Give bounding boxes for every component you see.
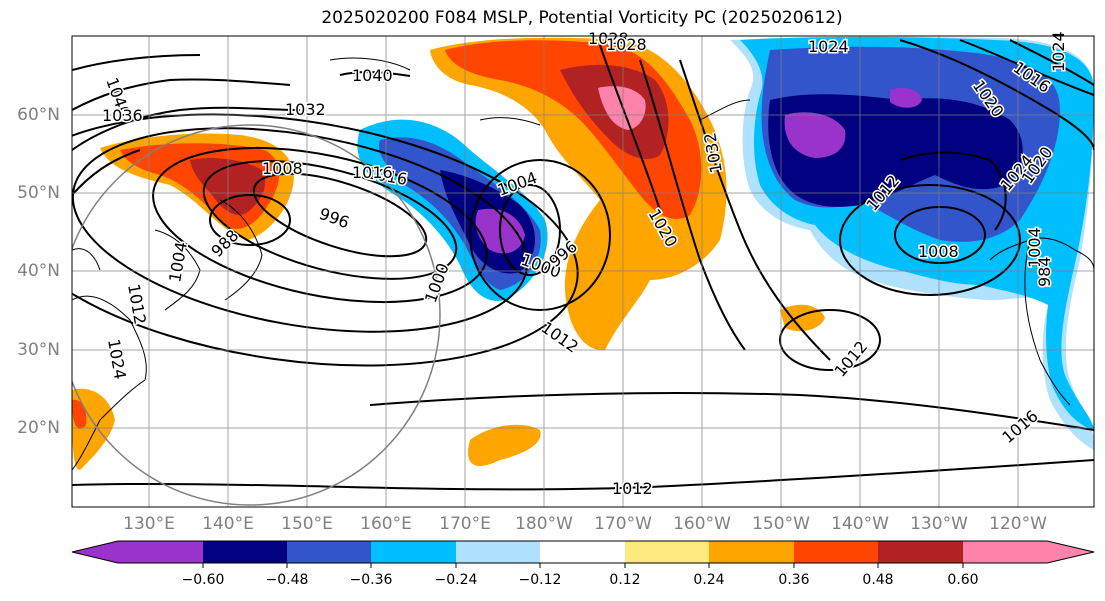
isobar-label: 984 bbox=[1035, 256, 1054, 287]
colorbar-tick-label: 0.24 bbox=[693, 572, 725, 588]
lon-label: 160°E bbox=[360, 514, 412, 534]
map-frame bbox=[71, 35, 1095, 508]
colorbar-bin bbox=[794, 541, 878, 563]
colorbar-bin bbox=[625, 541, 709, 563]
lon-label: 130°E bbox=[123, 514, 175, 534]
colorbar-tick-label: 0.48 bbox=[862, 572, 894, 588]
lon-label: 170°W bbox=[594, 514, 652, 534]
isobar-label: 1040 bbox=[352, 66, 393, 85]
colorbar-tick-label: 0.60 bbox=[947, 572, 979, 588]
colorbar-tick-label: −0.24 bbox=[434, 572, 478, 588]
colorbar-bin bbox=[287, 541, 371, 563]
colorbar-tick-label: 0.12 bbox=[609, 572, 641, 588]
colorbar-tick-label: −0.12 bbox=[518, 572, 562, 588]
lon-label: 120°W bbox=[989, 514, 1047, 534]
pv-shade-patch-south bbox=[468, 424, 541, 466]
lon-label: 150°W bbox=[752, 514, 810, 534]
isobar-label: 1024 bbox=[808, 37, 849, 56]
colorbar-tick-label: −0.36 bbox=[349, 572, 393, 588]
lon-label: 160°W bbox=[673, 514, 731, 534]
isobar-label: 1028 bbox=[606, 35, 647, 54]
pv-shade-ne-purple bbox=[784, 112, 846, 158]
isobar-label: 1008 bbox=[918, 242, 959, 261]
isobar-label: 1016 bbox=[365, 163, 408, 189]
graticule bbox=[72, 36, 1094, 507]
isobar-label: 1004 bbox=[1025, 227, 1044, 268]
range-circle bbox=[72, 124, 441, 506]
lat-label: 30°N bbox=[17, 340, 60, 360]
lat-label: 50°N bbox=[17, 183, 60, 203]
lon-label: 170°E bbox=[439, 514, 491, 534]
isobar-label: 1016 bbox=[352, 163, 393, 182]
colorbar-outline bbox=[71, 540, 1095, 564]
chart-title: 2025020200 F084 MSLP, Potential Vorticit… bbox=[321, 8, 843, 28]
lat-label: 60°N bbox=[17, 105, 60, 125]
colorbar-tick-label: 0.36 bbox=[778, 572, 810, 588]
colorbar-bin bbox=[878, 541, 963, 563]
isobar-label: 1032 bbox=[285, 100, 326, 119]
lon-label: 180°W bbox=[515, 514, 573, 534]
isobar-label: 1012 bbox=[612, 479, 653, 498]
lon-label: 150°E bbox=[281, 514, 333, 534]
lon-label: 140°E bbox=[202, 514, 254, 534]
colorbar-bin bbox=[203, 541, 287, 563]
colorbar-bin bbox=[709, 541, 794, 563]
colorbar-bin bbox=[456, 541, 540, 563]
lon-label: 140°W bbox=[831, 514, 889, 534]
isobar-label: 1024 bbox=[1049, 31, 1068, 72]
colorbar-tick-label: −0.60 bbox=[181, 572, 225, 588]
lon-label: 130°W bbox=[910, 514, 968, 534]
pv-shading bbox=[72, 36, 1094, 470]
colorbar-extend-low bbox=[72, 541, 118, 563]
isobar-label: 1028 bbox=[588, 29, 629, 48]
pv-shade-ridge-pink bbox=[598, 86, 646, 130]
colorbar-bin bbox=[540, 541, 625, 563]
lat-label: 20°N bbox=[17, 418, 60, 438]
colorbar-bin bbox=[963, 541, 1047, 563]
isobar-label: 1036 bbox=[102, 106, 143, 125]
pv-shade-patch-sw-red bbox=[72, 399, 87, 429]
isobar-label: 1008 bbox=[262, 159, 303, 178]
colorbar-bin bbox=[118, 541, 203, 563]
colorbar-tick-label: −0.48 bbox=[265, 572, 309, 588]
pv-shade-ne-purple-small bbox=[890, 88, 922, 108]
lat-label: 40°N bbox=[17, 261, 60, 281]
colorbar-extend-high bbox=[1047, 541, 1094, 563]
colorbar bbox=[71, 540, 1095, 568]
colorbar-bin bbox=[371, 541, 456, 563]
